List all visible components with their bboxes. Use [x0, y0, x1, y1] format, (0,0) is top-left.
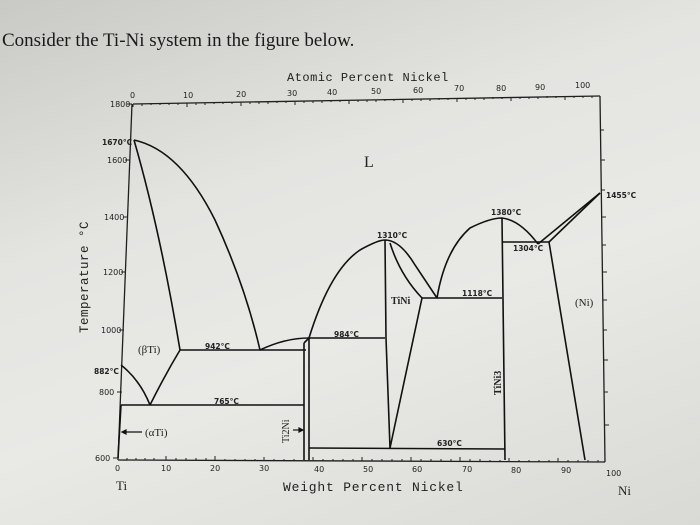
top-tick-100: 100: [575, 81, 590, 90]
axis-ticks: [113, 96, 609, 462]
bottom-tick-30: 30: [259, 464, 269, 473]
ni-end-label: Ni: [618, 483, 631, 498]
phase-label-beta-ti: (βTi): [138, 344, 161, 356]
label-1310: 1310°C: [377, 231, 408, 240]
tini-left-boundary: [384, 239, 391, 449]
y-tick-600: 600: [95, 454, 110, 463]
y-tick-1800: 1800: [110, 100, 130, 109]
ni-solvus: [548, 241, 586, 461]
y-tick-800: 800: [99, 388, 114, 397]
phase-label-alpha-ti: (αTi): [145, 427, 168, 439]
label-942: 942°C: [205, 342, 230, 351]
label-1304: 1304°C: [513, 244, 544, 253]
tini3-liquidus-dome: [436, 217, 539, 299]
bottom-tick-60: 60: [412, 465, 422, 474]
y-axis-title: Temperature °C: [78, 221, 92, 333]
tini-right-boundary: [389, 242, 423, 449]
y-tick-1200: 1200: [103, 268, 123, 277]
top-tick-0: 0: [130, 91, 135, 100]
phase-label-tini: TiNi: [391, 296, 410, 307]
label-1455: 1455°C: [606, 191, 637, 200]
eutectoid-630-line: [308, 447, 506, 450]
solidus-beta-ti: [133, 139, 181, 351]
label-1670: 1670°C: [102, 138, 133, 147]
bottom-tick-50: 50: [363, 465, 373, 474]
top-axis-title: Atomic Percent Nickel: [287, 71, 449, 85]
label-765: 765°C: [214, 397, 239, 406]
bottom-tick-20: 20: [210, 464, 220, 473]
label-882: 882°C: [94, 367, 119, 376]
y-tick-1400: 1400: [104, 213, 124, 222]
liquidus-ti-side: [133, 139, 261, 351]
bottom-tick-100: 100: [606, 469, 621, 478]
y-tick-1600: 1600: [107, 156, 127, 165]
top-tick-20: 20: [236, 90, 246, 99]
left-axis: [117, 103, 133, 461]
ti-end-label: Ti: [116, 478, 127, 493]
label-1380: 1380°C: [491, 208, 522, 217]
beta-transus-left: [120, 364, 151, 406]
bottom-tick-40: 40: [314, 465, 324, 474]
top-tick-40: 40: [327, 88, 337, 97]
bottom-tick-0: 0: [115, 464, 120, 473]
label-1118: 1118°C: [462, 289, 493, 298]
tini-liquidus-dome: [308, 239, 438, 339]
y-tick-1000: 1000: [101, 326, 121, 335]
phase-label-ni: (Ni): [575, 297, 594, 309]
phase-label-tini3: TiNi3: [493, 371, 504, 395]
question-text: Consider the Ti-Ni system in the figure …: [2, 30, 355, 51]
top-tick-10: 10: [183, 91, 193, 100]
top-tick-50: 50: [371, 87, 381, 96]
label-984: 984°C: [334, 330, 359, 339]
tini3-line: [501, 217, 506, 461]
ni-solidus: [548, 192, 601, 243]
top-tick-30: 30: [287, 89, 297, 98]
top-tick-60: 60: [413, 86, 423, 95]
beta-transus-right: [149, 349, 181, 406]
liquidus-to-peritectic: [259, 337, 310, 351]
right-axis: [599, 95, 606, 463]
top-tick-90: 90: [535, 83, 545, 92]
top-tick-70: 70: [454, 84, 464, 93]
ni-liquidus: [537, 192, 601, 245]
phase-boundaries: [117, 139, 601, 461]
bottom-tick-80: 80: [511, 466, 521, 475]
phase-label-ti2ni: Ti2Ni: [281, 419, 292, 443]
bottom-tick-10: 10: [161, 464, 171, 473]
phase-label-liquid: L: [364, 154, 374, 171]
x-axis-title: Weight Percent Nickel: [283, 480, 464, 495]
label-630: 630°C: [437, 439, 462, 448]
bottom-tick-70: 70: [462, 465, 472, 474]
bottom-tick-90: 90: [561, 466, 571, 475]
top-tick-80: 80: [496, 84, 506, 93]
